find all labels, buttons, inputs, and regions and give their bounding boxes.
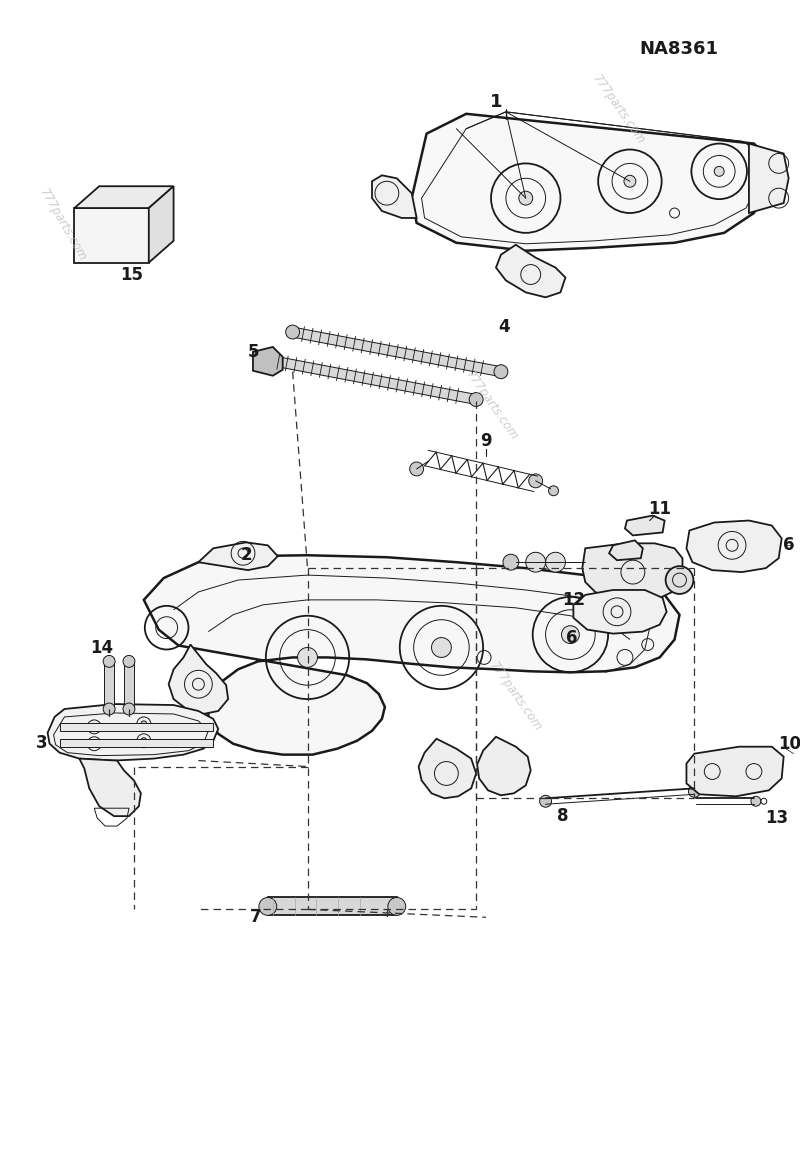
Polygon shape: [198, 543, 278, 570]
Bar: [104, 661, 114, 709]
Circle shape: [546, 552, 566, 572]
Circle shape: [123, 703, 135, 715]
Polygon shape: [267, 355, 477, 404]
Circle shape: [666, 566, 694, 594]
Polygon shape: [48, 704, 218, 761]
Polygon shape: [582, 544, 682, 602]
Polygon shape: [418, 738, 476, 798]
Polygon shape: [253, 347, 282, 376]
Text: 4: 4: [498, 318, 510, 336]
Bar: [74, 209, 149, 263]
Text: 777parts.com: 777parts.com: [590, 71, 648, 146]
Bar: [59, 723, 214, 731]
Polygon shape: [625, 516, 665, 536]
Bar: [59, 738, 214, 747]
Text: 7: 7: [250, 908, 262, 926]
Circle shape: [519, 191, 533, 205]
Circle shape: [431, 638, 451, 657]
Polygon shape: [169, 645, 228, 714]
Polygon shape: [686, 520, 782, 572]
Circle shape: [91, 741, 98, 747]
Text: 8: 8: [557, 808, 568, 825]
Text: 15: 15: [121, 266, 143, 284]
Text: 777parts.com: 777parts.com: [487, 659, 545, 734]
Polygon shape: [412, 114, 778, 251]
Circle shape: [526, 552, 546, 572]
Text: 10: 10: [778, 735, 800, 752]
Circle shape: [714, 166, 724, 176]
Circle shape: [259, 898, 277, 915]
Circle shape: [141, 721, 147, 727]
Text: 9: 9: [480, 432, 492, 450]
Circle shape: [141, 737, 147, 744]
Polygon shape: [74, 186, 174, 209]
Polygon shape: [574, 590, 666, 634]
Circle shape: [562, 626, 579, 643]
Circle shape: [503, 554, 519, 570]
Circle shape: [549, 486, 558, 496]
Bar: [124, 661, 134, 709]
Text: 777parts.com: 777parts.com: [463, 368, 521, 443]
Polygon shape: [477, 737, 530, 796]
Polygon shape: [372, 176, 417, 218]
Text: NA8361: NA8361: [639, 40, 718, 57]
Circle shape: [286, 325, 299, 339]
Polygon shape: [749, 144, 789, 213]
Text: 2: 2: [240, 546, 252, 564]
Circle shape: [388, 898, 406, 915]
Text: 6: 6: [783, 537, 794, 554]
Text: 777parts.com: 777parts.com: [38, 186, 90, 265]
Circle shape: [103, 703, 115, 715]
Circle shape: [540, 796, 551, 808]
Text: 3: 3: [36, 734, 47, 751]
Polygon shape: [609, 540, 642, 560]
Polygon shape: [144, 556, 679, 755]
Text: 14: 14: [90, 639, 114, 656]
Circle shape: [751, 796, 761, 806]
Circle shape: [494, 364, 508, 379]
Circle shape: [123, 655, 135, 667]
Circle shape: [689, 785, 700, 797]
Polygon shape: [149, 186, 174, 263]
Circle shape: [298, 647, 318, 667]
Circle shape: [624, 176, 636, 188]
Circle shape: [470, 393, 483, 407]
Text: 11: 11: [648, 499, 671, 518]
Polygon shape: [79, 758, 141, 816]
Polygon shape: [496, 245, 566, 298]
Text: 5: 5: [248, 343, 260, 361]
Bar: [268, 898, 397, 915]
Circle shape: [529, 473, 542, 488]
Circle shape: [261, 353, 274, 367]
Polygon shape: [686, 747, 784, 796]
Text: 12: 12: [562, 591, 585, 609]
Text: 6: 6: [566, 628, 577, 647]
Polygon shape: [292, 327, 502, 376]
Text: 1: 1: [490, 93, 502, 111]
Circle shape: [91, 724, 98, 730]
Circle shape: [103, 655, 115, 667]
Text: 13: 13: [765, 809, 788, 827]
Circle shape: [410, 462, 423, 476]
